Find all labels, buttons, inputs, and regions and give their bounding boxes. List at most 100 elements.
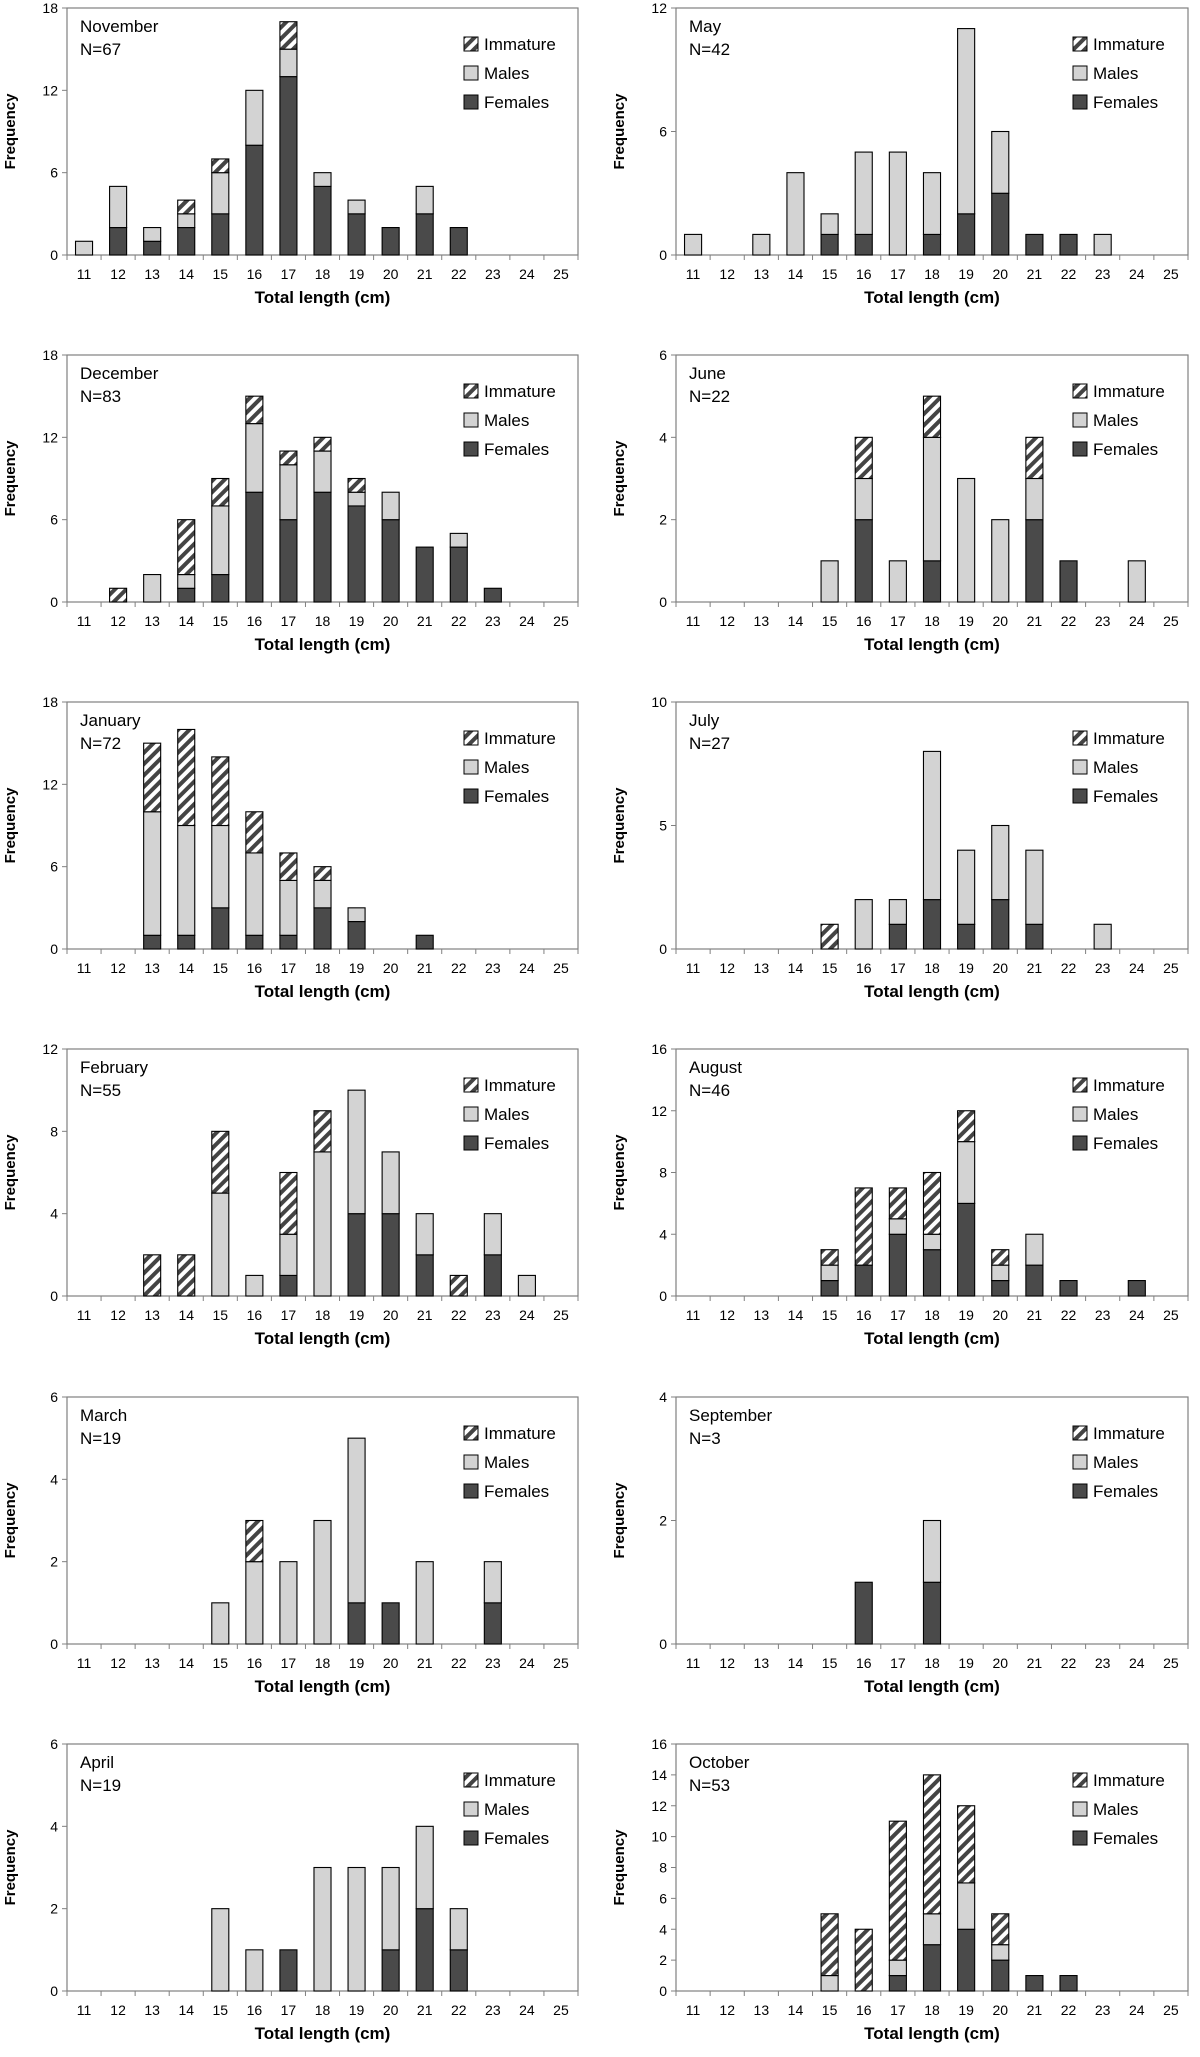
legend-swatch-immature xyxy=(1072,730,1088,746)
x-tick-label-17: 17 xyxy=(890,1655,906,1671)
y-tick-label: 12 xyxy=(651,1103,667,1119)
bar-immature-19 xyxy=(957,1805,976,1884)
month-label: May xyxy=(689,17,722,36)
bar-males-18 xyxy=(922,1233,942,1251)
bar-males-17 xyxy=(279,1233,298,1276)
x-tick-label-20: 20 xyxy=(992,266,1008,282)
bar-females-18 xyxy=(922,1944,942,1992)
x-tick-label-12: 12 xyxy=(110,1655,126,1671)
x-axis-title: Total length (cm) xyxy=(864,288,1000,307)
bar-males-18 xyxy=(313,879,332,909)
legend-label-females: Females xyxy=(484,787,549,806)
x-tick-label-19: 19 xyxy=(349,2002,365,2018)
bar-females-17 xyxy=(279,1274,298,1297)
bar-females-21 xyxy=(415,1254,434,1297)
x-tick-label-19: 19 xyxy=(958,1307,974,1323)
x-tick-label-20: 20 xyxy=(992,960,1008,976)
x-tick-label-16: 16 xyxy=(856,960,872,976)
bar-males-19 xyxy=(957,28,976,215)
x-tick-label-21: 21 xyxy=(1027,960,1043,976)
x-axis-title: Total length (cm) xyxy=(864,635,1000,654)
bar-immature-14 xyxy=(177,199,196,215)
y-tick-label: 16 xyxy=(651,1041,667,1057)
x-tick-label-19: 19 xyxy=(958,1655,974,1671)
bar-immature-17 xyxy=(888,1820,907,1961)
y-tick-label: 6 xyxy=(50,1736,58,1752)
bar-males-21 xyxy=(1025,849,1044,925)
x-tick-label-12: 12 xyxy=(110,960,126,976)
legend-swatch-immature xyxy=(1072,36,1088,52)
bar-males-12 xyxy=(109,185,128,229)
bar-females-15 xyxy=(211,213,230,256)
bar-males-19 xyxy=(347,907,366,923)
bar-males-16 xyxy=(245,1561,264,1645)
bar-males-19 xyxy=(347,1437,366,1604)
x-tick-label-23: 23 xyxy=(485,2002,501,2018)
y-tick-label: 0 xyxy=(50,1288,58,1304)
x-tick-label-18: 18 xyxy=(315,1307,331,1323)
y-tick-label: 10 xyxy=(651,1829,667,1845)
legend-swatch-females xyxy=(1072,1483,1088,1499)
x-tick-label-25: 25 xyxy=(1163,613,1179,629)
bar-males-11 xyxy=(683,233,703,256)
bar-males-15 xyxy=(211,172,230,215)
y-tick-label: 0 xyxy=(659,941,667,957)
bar-immature-18 xyxy=(313,436,332,452)
bar-immature-16 xyxy=(245,811,264,854)
n-label: N=19 xyxy=(80,1429,121,1448)
bar-females-18 xyxy=(922,233,942,256)
bar-females-21 xyxy=(1025,1264,1044,1297)
x-tick-label-12: 12 xyxy=(719,2002,735,2018)
y-tick-label: 12 xyxy=(651,0,667,16)
x-tick-label-20: 20 xyxy=(992,613,1008,629)
bar-immature-18 xyxy=(922,1774,942,1915)
x-tick-label-20: 20 xyxy=(383,1655,399,1671)
x-tick-label-22: 22 xyxy=(451,960,467,976)
bar-males-18 xyxy=(922,436,942,562)
month-label: January xyxy=(80,711,141,730)
legend-label-females: Females xyxy=(1093,93,1158,112)
x-tick-label-25: 25 xyxy=(553,266,569,282)
x-tick-label-20: 20 xyxy=(992,2002,1008,2018)
bar-females-23 xyxy=(483,1602,502,1645)
y-tick-label: 0 xyxy=(50,1983,58,1999)
bar-males-18 xyxy=(313,172,332,187)
x-tick-label-25: 25 xyxy=(553,1655,569,1671)
x-tick-label-22: 22 xyxy=(1061,266,1077,282)
bar-males-15 xyxy=(820,560,839,603)
x-tick-label-15: 15 xyxy=(822,1307,838,1323)
legend-label-males: Males xyxy=(1093,1453,1138,1472)
x-tick-label-15: 15 xyxy=(822,2002,838,2018)
x-tick-label-14: 14 xyxy=(178,1307,194,1323)
bar-females-16 xyxy=(854,1581,873,1645)
bar-females-14 xyxy=(177,934,196,950)
x-tick-label-15: 15 xyxy=(822,1655,838,1671)
n-label: N=53 xyxy=(689,1776,730,1795)
month-label: June xyxy=(689,364,726,383)
x-tick-label-13: 13 xyxy=(754,960,770,976)
n-label: N=72 xyxy=(80,734,121,753)
x-tick-label-24: 24 xyxy=(519,960,535,976)
legend-swatch-immature xyxy=(1072,383,1088,399)
legend-label-immature: Immature xyxy=(484,382,556,401)
y-tick-label: 12 xyxy=(651,1798,667,1814)
y-tick-label: 6 xyxy=(50,165,58,181)
bar-males-20 xyxy=(991,519,1010,603)
bar-immature-15 xyxy=(211,1130,230,1194)
x-tick-label-16: 16 xyxy=(856,613,872,629)
bar-males-23 xyxy=(1093,923,1112,950)
bar-females-22 xyxy=(1059,560,1078,603)
x-tick-label-18: 18 xyxy=(315,266,331,282)
x-tick-label-20: 20 xyxy=(383,2002,399,2018)
bar-females-18 xyxy=(922,560,942,603)
x-tick-label-11: 11 xyxy=(77,613,92,629)
x-tick-label-20: 20 xyxy=(992,1655,1008,1671)
month-label: October xyxy=(689,1753,750,1772)
legend-swatch-immature xyxy=(1072,1772,1088,1788)
x-tick-label-24: 24 xyxy=(1129,1307,1145,1323)
x-tick-label-17: 17 xyxy=(281,1655,297,1671)
x-tick-label-13: 13 xyxy=(754,2002,770,2018)
bar-males-19 xyxy=(957,1141,976,1204)
